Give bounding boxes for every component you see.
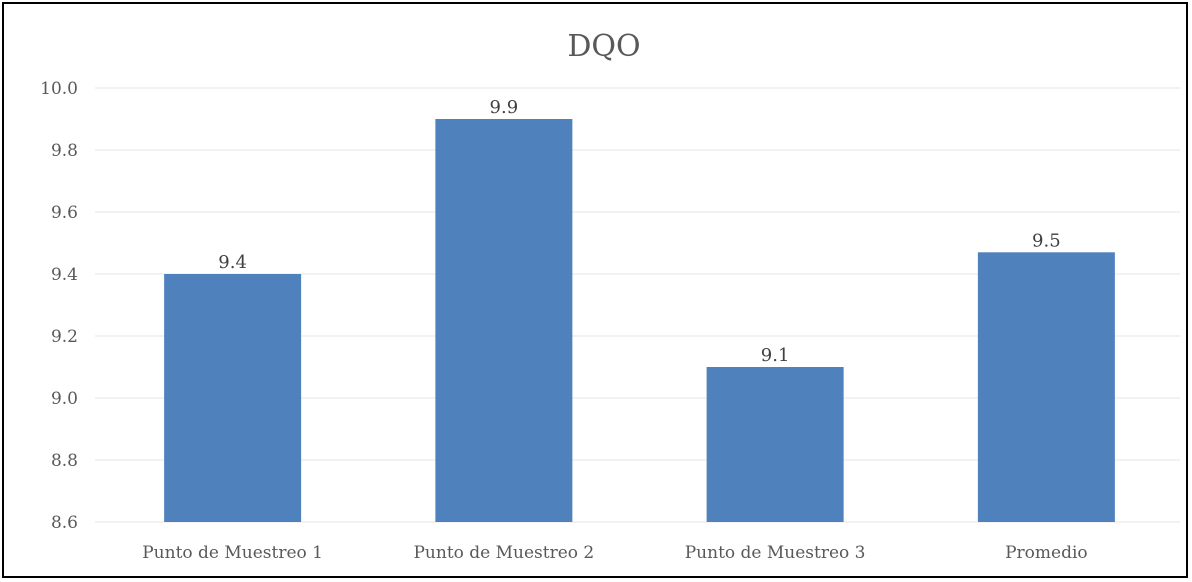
x-axis-categories: Punto de Muestreo 1 Punto de Muestreo 2 Pu… [142,543,1087,563]
y-tick-label: 9.8 [51,141,78,161]
bar [164,274,302,522]
y-tick-label: 9.6 [51,203,78,223]
data-labels: 9.4 9.9 9.1 9.5 [218,97,1060,366]
x-category-label: Punto de Muestreo 2 [413,543,594,563]
bar [435,119,573,522]
bar [977,252,1115,523]
y-tick-label: 9.2 [51,327,78,347]
data-label: 9.9 [490,97,519,118]
data-label: 9.5 [1032,230,1061,251]
data-label: 9.1 [761,345,790,366]
x-category-label: Punto de Muestreo 3 [685,543,866,563]
bar [706,367,844,522]
y-tick-label: 10.0 [40,79,78,99]
chart-title: DQO [567,29,640,64]
y-tick-label: 8.8 [51,451,78,471]
x-category-label: Promedio [1005,543,1088,563]
x-category-label: Punto de Muestreo 1 [142,543,323,563]
y-tick-label: 9.4 [51,265,78,285]
y-tick-label: 9.0 [51,389,78,409]
data-label: 9.4 [218,252,247,273]
y-tick-label: 8.6 [51,513,78,533]
bars [164,119,1115,523]
y-axis-ticks: 10.0 9.8 9.6 9.4 9.2 9.0 8.8 8.6 [40,79,78,533]
